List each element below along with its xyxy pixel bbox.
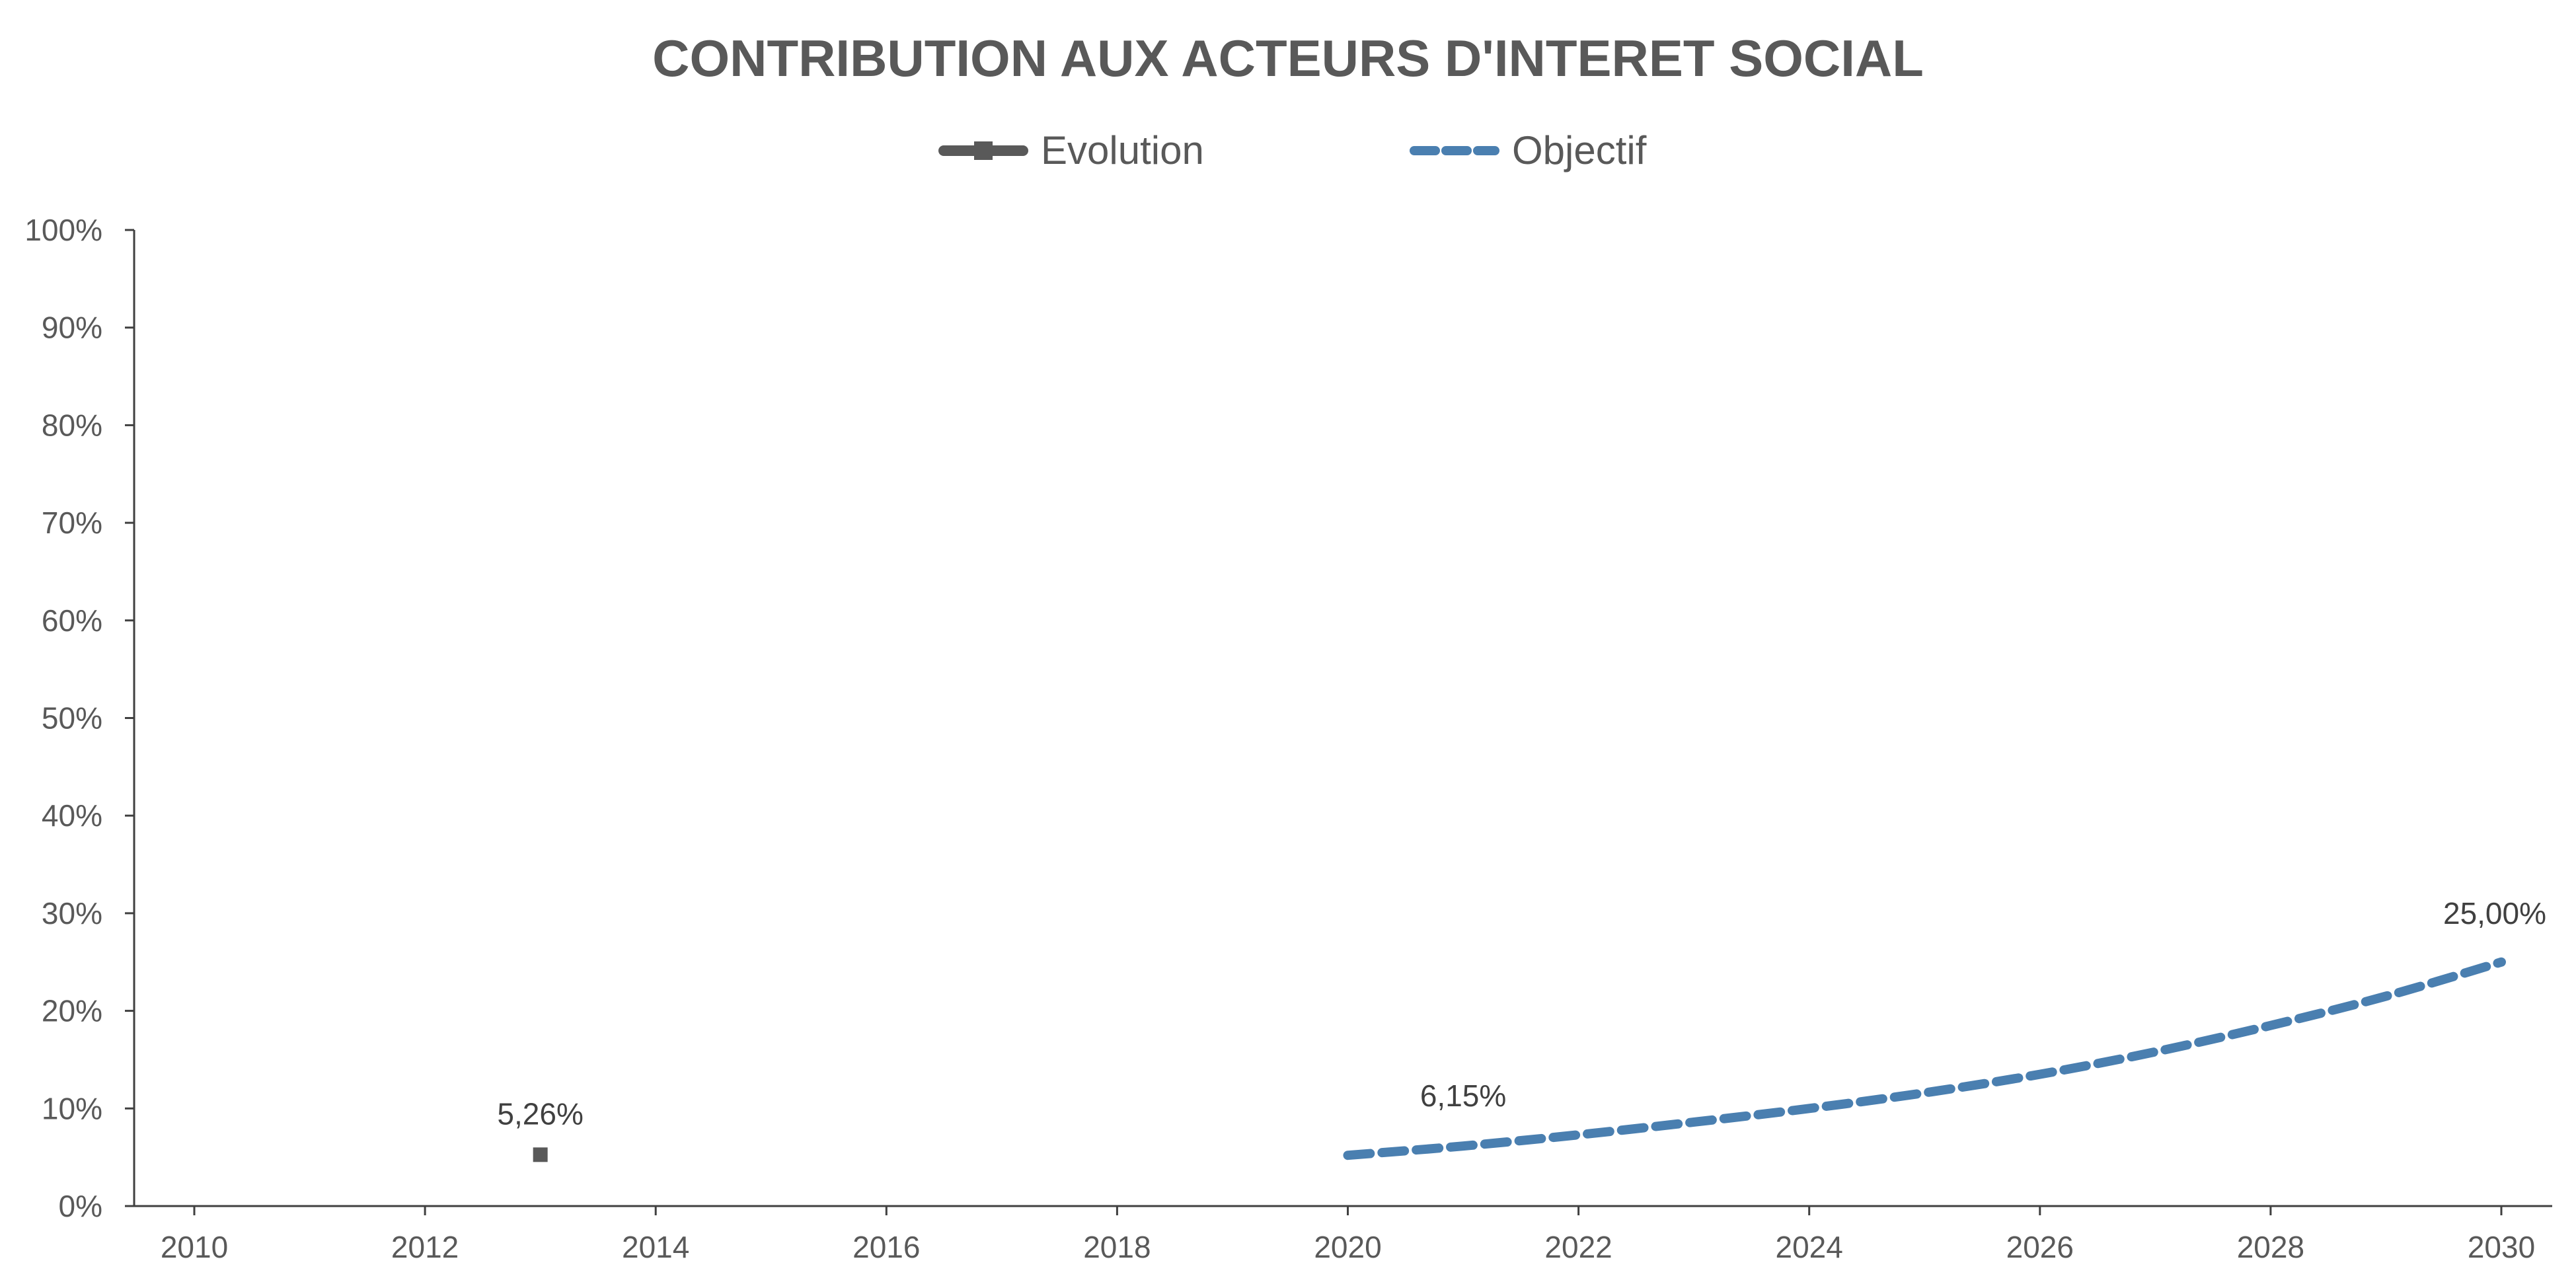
- x-tick-label: 2014: [622, 1230, 689, 1264]
- y-tick-label: 90%: [42, 311, 102, 345]
- y-tick-label: 100%: [24, 213, 102, 247]
- x-tick-label: 2024: [1776, 1230, 1843, 1264]
- y-tick-label: 10%: [42, 1091, 102, 1125]
- legend-evolution-marker: [974, 141, 993, 160]
- y-tick-label: 40%: [42, 798, 102, 833]
- x-tick-label: 2030: [2468, 1230, 2535, 1264]
- legend-objectif-label: Objectif: [1512, 128, 1647, 172]
- x-tick-label: 2028: [2237, 1230, 2304, 1264]
- x-tick-label: 2010: [161, 1230, 228, 1264]
- series-evolution-data-label: 5,26%: [497, 1096, 583, 1131]
- y-tick-label: 70%: [42, 506, 102, 540]
- x-tick-label: 2022: [1544, 1230, 1612, 1264]
- plot-area: 0% 10% 20% 30% 40% 50% 60% 70% 80% 90% 100% 2010 201…: [24, 213, 2552, 1264]
- x-tick-label: 2020: [1314, 1230, 1381, 1264]
- legend: Evolution Objectif: [938, 128, 1647, 172]
- x-tick-label: 2012: [391, 1230, 459, 1264]
- chart-title: CONTRIBUTION AUX ACTEURS D'INTERET SOCIA…: [652, 29, 1924, 87]
- y-tick-label: 0%: [59, 1189, 102, 1223]
- series-evolution-point: [533, 1147, 548, 1162]
- legend-item-objectif[interactable]: Objectif: [1410, 128, 1647, 172]
- series-objectif-line: [1343, 957, 2506, 1160]
- series-objectif-data-label: 25,00%: [2443, 896, 2546, 930]
- series-objectif-data-label: 6,15%: [1420, 1079, 1506, 1113]
- y-tick-label: 60%: [42, 603, 102, 638]
- y-tick-label: 80%: [42, 408, 102, 442]
- legend-evolution-label: Evolution: [1041, 128, 1204, 172]
- x-tick-label: 2018: [1083, 1230, 1151, 1264]
- y-tick-label: 20%: [42, 994, 102, 1028]
- x-tick-label: 2016: [852, 1230, 920, 1264]
- legend-item-evolution[interactable]: Evolution: [938, 128, 1204, 172]
- y-tick-label: 50%: [42, 701, 102, 736]
- y-tick-label: 30%: [42, 896, 102, 930]
- x-tick-label: 2026: [2006, 1230, 2074, 1264]
